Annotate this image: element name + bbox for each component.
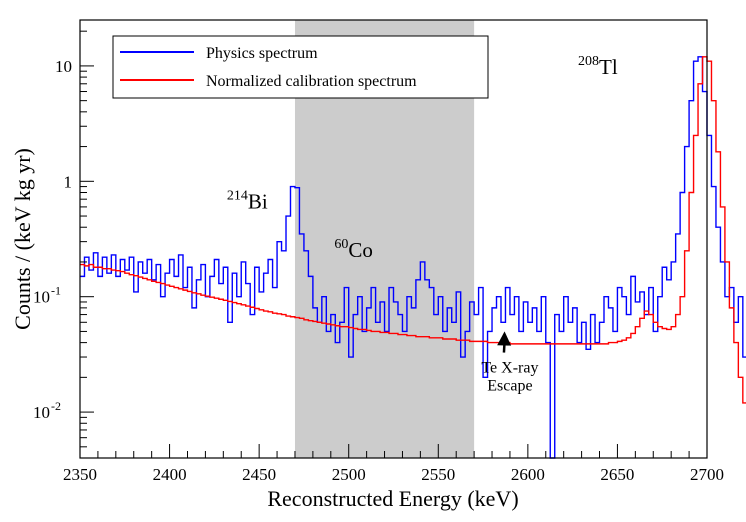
- y-tick-label: 10: [55, 57, 72, 76]
- legend: Physics spectrum Normalized calibration …: [112, 35, 489, 99]
- y-tick-label: 1: [64, 172, 73, 191]
- x-tick-label: 2600: [511, 465, 545, 484]
- x-tick-label: 2350: [63, 465, 97, 484]
- x-axis-title: Reconstructed Energy (keV): [267, 486, 518, 511]
- y-tick-label: 10: [33, 288, 50, 307]
- y-tick-label: 10: [33, 403, 50, 422]
- x-tick-label: 2500: [332, 465, 366, 484]
- isotope-label: 214Bi: [227, 189, 268, 214]
- legend-label-calibration: Normalized calibration spectrum: [206, 73, 417, 90]
- y-tick-exponent: -2: [51, 399, 61, 413]
- x-tick-label: 2550: [421, 465, 455, 484]
- series-line-calibration: [80, 56, 746, 404]
- y-tick-exponent: -1: [51, 284, 61, 298]
- y-axis-title: Counts / (keV kg yr): [10, 148, 35, 330]
- escape-arrow-head: [497, 331, 512, 346]
- escape-peak-label: Te X-ray: [481, 360, 538, 377]
- x-tick-label: 2400: [153, 465, 187, 484]
- plot-frame: [79, 19, 708, 459]
- escape-peak-label: Escape: [487, 378, 532, 395]
- x-tick-label: 2700: [690, 465, 724, 484]
- isotope-label: 60Co: [334, 237, 373, 262]
- x-tick-label: 2650: [600, 465, 634, 484]
- isotope-label: 208Tl: [578, 54, 618, 79]
- legend-label-physics: Physics spectrum: [206, 45, 318, 62]
- legend-box: [112, 35, 489, 99]
- x-tick-label: 2450: [242, 465, 276, 484]
- series-line-physics: [80, 56, 746, 459]
